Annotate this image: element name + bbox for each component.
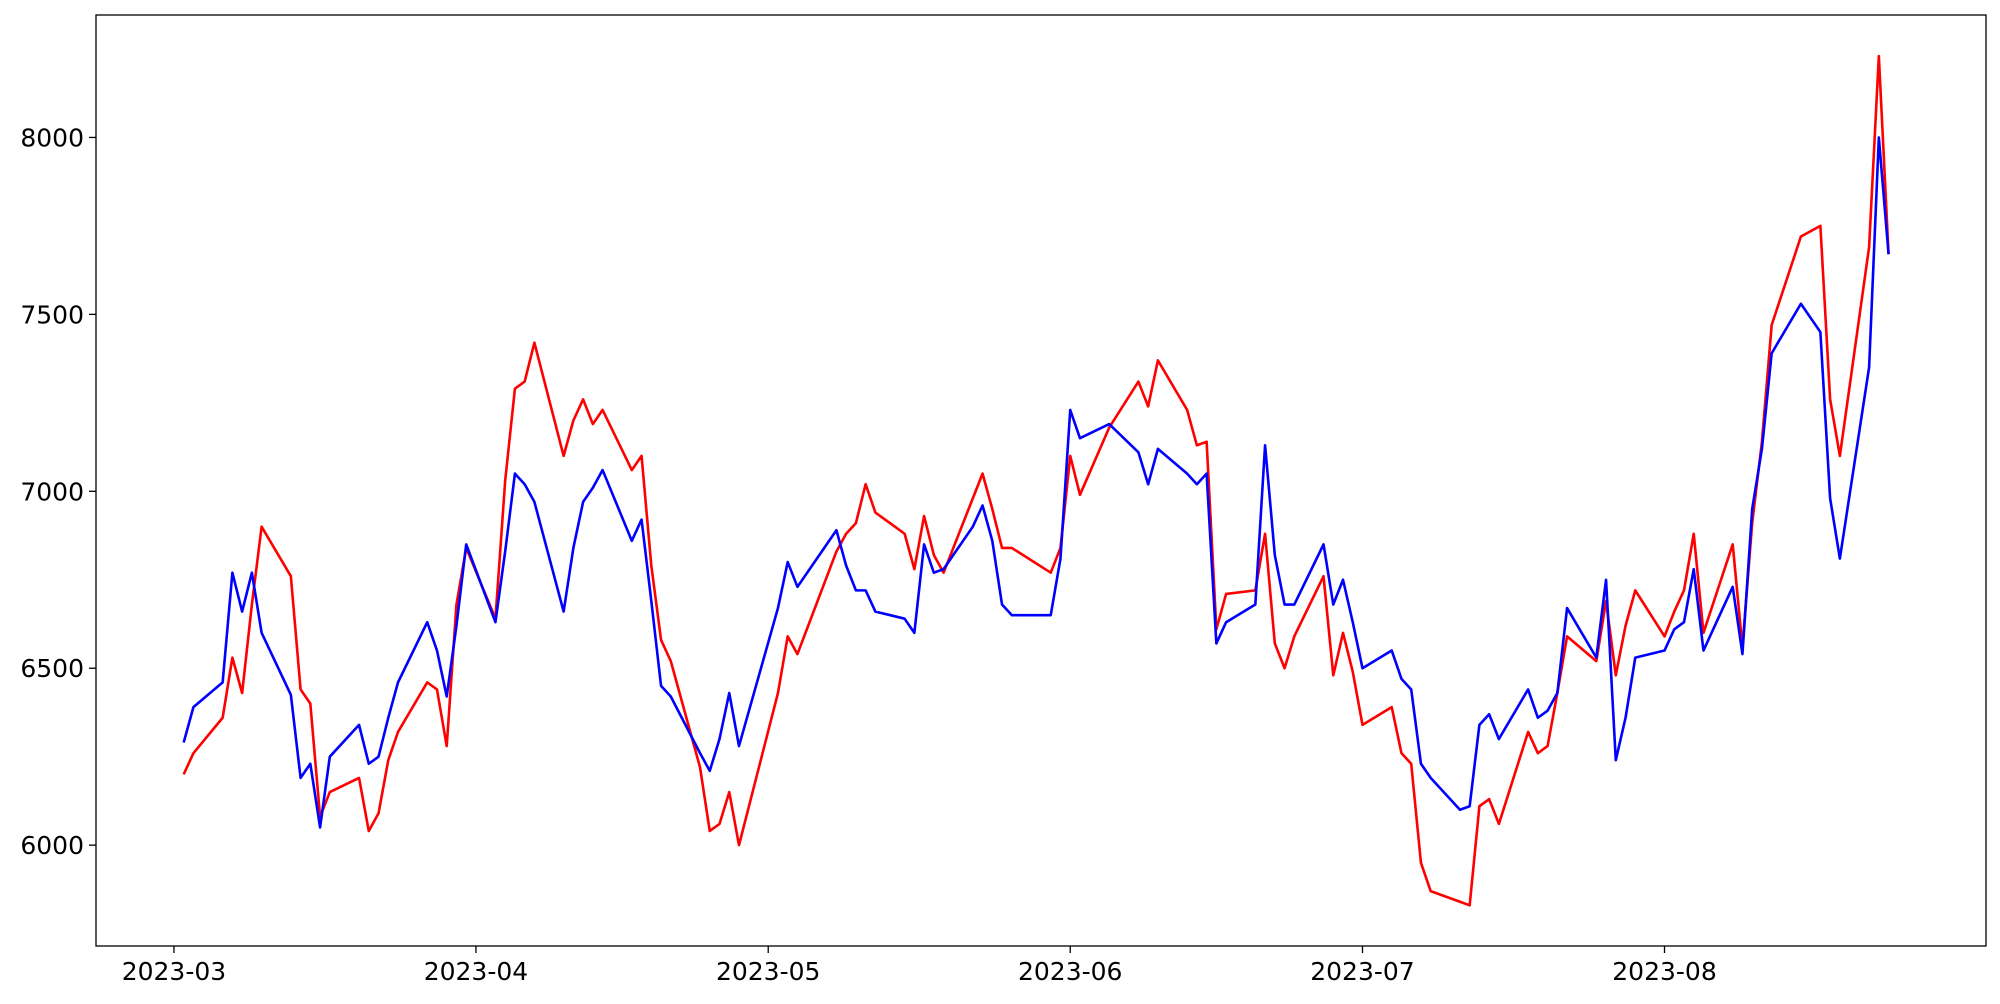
series-line (182, 54, 1890, 907)
y-tick-label: 6000 (20, 831, 84, 860)
y-tick-label: 6500 (20, 654, 84, 683)
x-tick-label: 2023-08 (1612, 957, 1716, 986)
x-tick-label: 2023-03 (122, 957, 226, 986)
y-tick-label: 7000 (20, 477, 84, 506)
series-line (182, 136, 1890, 829)
y-tick-label: 8000 (20, 123, 84, 152)
x-tick-label: 2023-05 (716, 957, 820, 986)
x-tick-label: 2023-07 (1310, 957, 1414, 986)
y-tick-label: 7500 (20, 300, 84, 329)
plot-frame (95, 14, 1987, 947)
x-tick-label: 2023-04 (424, 957, 528, 986)
x-tick-label: 2023-06 (1018, 957, 1122, 986)
